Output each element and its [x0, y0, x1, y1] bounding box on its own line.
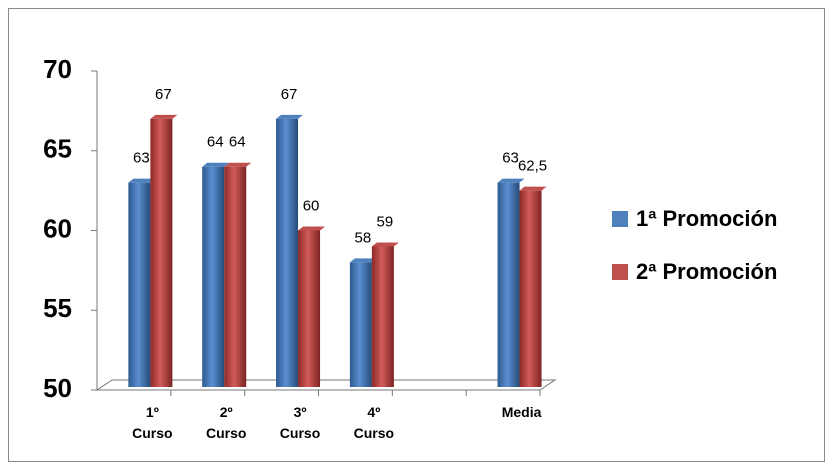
- bar: [371, 246, 394, 387]
- legend-label: 2ª Promoción: [636, 259, 777, 284]
- y-tick-label: 70: [43, 54, 72, 84]
- bar-top: [150, 114, 178, 119]
- bar-top: [202, 162, 230, 167]
- bar: [497, 182, 520, 387]
- data-label: 64: [207, 134, 224, 151]
- bar: [202, 166, 225, 387]
- data-label: 59: [377, 213, 394, 230]
- bar-top: [224, 162, 252, 167]
- bar: [349, 262, 372, 387]
- bar-top: [128, 178, 156, 183]
- bar-top: [519, 186, 547, 191]
- bar-top: [497, 178, 525, 183]
- bar-top: [349, 258, 377, 263]
- y-tick-label: 60: [43, 213, 72, 243]
- y-tick-label: 50: [43, 373, 72, 403]
- legend-label: 1ª Promoción: [636, 206, 777, 231]
- x-tick-label: Media: [501, 404, 542, 420]
- x-tick-label: 1º Curso: [132, 404, 173, 441]
- x-tick-label: 4º Curso: [353, 404, 395, 441]
- y-tick-label: 55: [43, 293, 72, 323]
- y-tick-label: 65: [43, 134, 72, 164]
- data-label: 58: [355, 229, 372, 246]
- bar: [298, 230, 321, 387]
- data-label: 64: [229, 134, 246, 151]
- data-label: 63: [502, 150, 519, 167]
- legend-swatch: [612, 211, 628, 227]
- x-tick-label: 3º Curso: [279, 404, 321, 441]
- bar-top: [298, 226, 326, 231]
- bar-top: [276, 114, 304, 119]
- data-label: 62,5: [518, 158, 547, 175]
- legend-swatch: [612, 264, 628, 280]
- x-tick-label: 2º Curso: [205, 404, 247, 441]
- data-label: 60: [303, 197, 320, 214]
- bar: [128, 182, 151, 387]
- bar: [150, 118, 173, 387]
- bar: [519, 190, 542, 387]
- bar-top: [371, 242, 399, 247]
- data-label: 67: [155, 86, 172, 103]
- bar: [276, 118, 299, 387]
- bar: [224, 166, 247, 387]
- data-label: 63: [133, 150, 150, 167]
- data-label: 67: [281, 86, 298, 103]
